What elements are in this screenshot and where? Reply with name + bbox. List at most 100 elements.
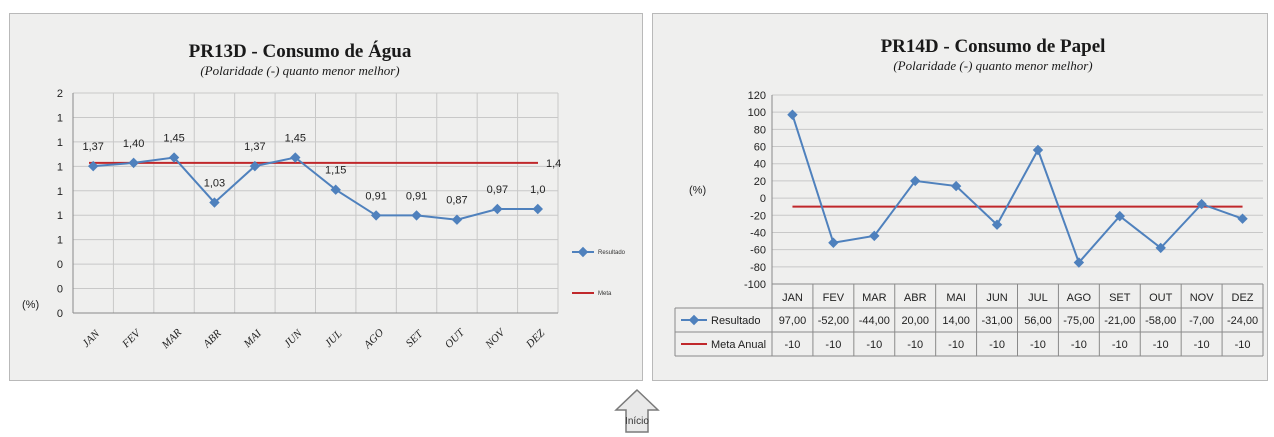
x-tick-label: JUN [986,292,1007,304]
y-tick-label: 60 [754,142,766,154]
table-cell-meta: -10 [907,339,923,351]
legend-meta-label: Meta Anual [711,339,766,351]
home-button[interactable]: Início [612,388,662,434]
x-tick-label: DEZ [523,327,548,352]
table-cell-meta: -10 [1071,339,1087,351]
data-point [88,160,99,172]
table-cell-meta: -10 [1235,339,1251,351]
table-cell-resultado: -58,00 [1145,315,1176,327]
data-point [869,230,880,242]
chart-panel-agua: PR13D - Consumo de Água (Polaridade (-) q… [9,13,643,381]
y-tick-label: 1 [57,186,63,198]
x-tick-label: MAR [862,292,887,304]
data-label: 1,03 [204,178,225,190]
x-tick-label: ABR [904,292,927,304]
table-cell-meta: -10 [1112,339,1128,351]
data-label: 0,97 [487,184,508,196]
x-tick-label: OUT [443,326,468,351]
data-point [290,152,301,163]
meta-end-label: 1,4 [546,158,561,170]
data-point [128,157,139,169]
y-tick-label: 1 [57,235,63,247]
data-label: 1,37 [244,141,265,153]
data-point [249,160,261,172]
data-point [910,175,921,187]
chart-subtitle: (Polaridade (-) quanto menor melhor) [893,58,1092,73]
series-line-resultado [791,114,1243,265]
table-cell-resultado: -21,00 [1104,315,1135,327]
data-label: 1,40 [123,138,144,150]
data-point [370,210,382,221]
legend-meta-label: Meta [598,291,612,297]
y-tick-label: 80 [754,124,766,136]
y-axis-label: (%) [22,299,39,311]
table-cell-resultado: -7,00 [1189,315,1214,327]
data-point [532,203,543,215]
y-tick-label: -20 [750,210,766,222]
data-point [1114,210,1125,222]
y-tick-label: -100 [744,279,766,291]
x-tick-label: MAI [241,327,265,351]
y-tick-label: 120 [748,90,766,102]
x-tick-label: OUT [1149,292,1173,304]
data-label: 1,15 [325,165,346,177]
table-cell-resultado: 97,00 [779,315,807,327]
x-tick-label: AGO [361,327,386,352]
data-label: 0,91 [406,190,427,202]
data-point [1032,144,1044,156]
x-tick-label: JUN [282,327,305,350]
legend-resultado-marker [688,314,700,326]
data-point [330,184,341,195]
chart-subtitle: (Polaridade (-) quanto menor melhor) [200,63,399,78]
x-tick-label: ABR [200,327,224,351]
table-cell-meta: -10 [1194,339,1210,351]
x-tick-label: DEZ [1232,292,1254,304]
x-tick-label: JUL [1028,292,1048,304]
data-point [451,214,463,225]
legend-resultado-label: Resultado [711,315,761,327]
chart-title: PR14D - Consumo de Papel [881,36,1106,57]
table-cell-resultado: 56,00 [1024,315,1052,327]
data-point [1237,213,1248,224]
x-tick-label: JUL [323,328,345,350]
y-tick-label: 1 [57,210,63,222]
table-cell-meta: -10 [948,339,964,351]
y-tick-label: -60 [750,245,766,257]
table-cell-resultado: -52,00 [818,315,849,327]
table-cell-resultado: -24,00 [1227,315,1258,327]
y-tick-label: 1 [57,137,63,149]
x-tick-label: SET [404,328,426,350]
table-cell-meta: -10 [866,339,882,351]
data-point [209,197,220,208]
series-line-resultado [93,156,538,221]
y-tick-label: 1 [57,161,63,173]
table-cell-resultado: -31,00 [981,315,1012,327]
chart-agua: PR13D - Consumo de Água(Polaridade (-) q… [22,40,626,352]
x-tick-label: JAN [782,292,803,304]
y-axis-label: (%) [689,185,706,197]
x-tick-label: MAI [946,292,966,304]
data-label: 1,45 [163,133,184,145]
data-label: 0,87 [446,195,467,207]
up-arrow-icon [614,388,660,433]
data-point [1155,242,1166,254]
table-cell-meta: -10 [989,339,1005,351]
data-point [411,210,422,221]
x-tick-label: MAR [159,326,184,351]
table-cell-meta: -10 [1153,339,1169,351]
table-cell-meta: -10 [1030,339,1046,351]
table-cell-resultado: -44,00 [859,315,890,327]
x-tick-label: FEV [823,292,845,304]
data-label: 1,0 [530,184,545,196]
y-tick-label: 0 [760,193,766,205]
y-tick-label: 0 [57,284,63,296]
chart-title: PR13D - Consumo de Água [189,40,412,62]
x-tick-label: NOV [1190,292,1215,304]
data-point [1073,257,1085,268]
data-point [828,237,839,248]
y-tick-label: -40 [750,227,766,239]
legend-resultado-marker [577,246,589,258]
y-tick-label: 100 [748,107,766,119]
y-tick-label: 0 [57,259,63,271]
table-cell-resultado: 14,00 [942,315,970,327]
